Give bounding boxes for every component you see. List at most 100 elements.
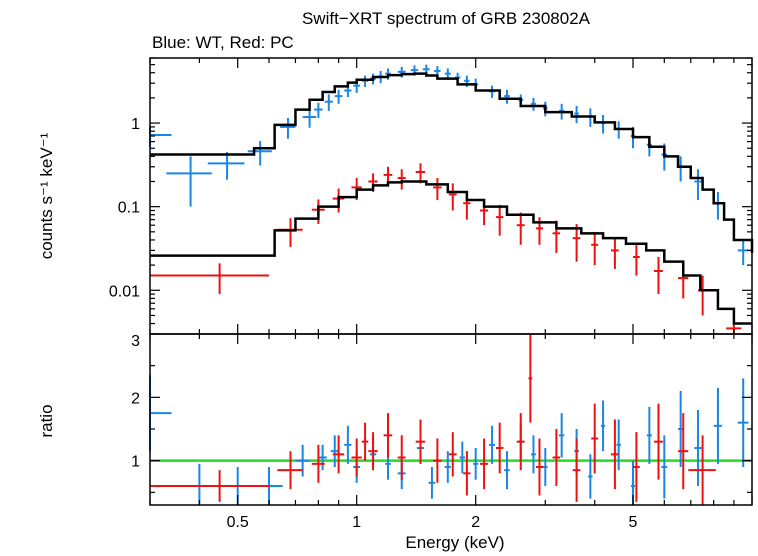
spectrum-data-point — [150, 263, 269, 295]
spectrum-panel: 0.01 0.1 1 — [109, 57, 754, 335]
spectrum-data-point — [653, 257, 663, 295]
ratio-data-point — [552, 429, 561, 486]
ratio-data-point — [330, 435, 339, 467]
ratio-data-point — [601, 400, 606, 452]
ratio-data-point — [530, 435, 536, 474]
spectrum-series-pc — [150, 163, 742, 334]
ratio-data-point — [459, 441, 466, 474]
ratio-data-point — [277, 451, 303, 490]
spectrum-data-point — [280, 117, 296, 139]
spectrum-data-point — [334, 89, 343, 104]
ratio-data-point — [428, 467, 436, 499]
ratio-data-point — [591, 403, 599, 474]
spectrum-data-point — [574, 105, 579, 124]
x-tick-label: 2 — [471, 514, 480, 531]
ratio-data-point — [368, 432, 378, 471]
spectrum-data-point — [415, 163, 426, 184]
spectrum-y-tick-label: 0.01 — [109, 283, 140, 300]
spectrum-data-point — [302, 108, 317, 128]
ratio-data-point — [433, 438, 442, 483]
ratio-frame — [149, 333, 753, 506]
ratio-data-point — [463, 451, 471, 496]
x-tick-label: 5 — [629, 514, 638, 531]
spectrum-data-point — [488, 85, 496, 98]
ratio-data-point — [448, 432, 457, 477]
spectrum-data-point — [504, 89, 510, 104]
ratio-data-point — [504, 451, 510, 490]
ratio-data-point — [295, 444, 310, 477]
ratio-data-point — [397, 435, 406, 480]
ratio-y-tick-label: 2 — [131, 390, 140, 407]
spectrum-data-point — [530, 97, 536, 111]
ratio-data-point — [149, 375, 172, 452]
ratio-series-pc — [150, 334, 716, 505]
ratio-data-point — [688, 435, 716, 505]
ratio-data-point — [332, 435, 345, 474]
spectrum-data-point — [694, 169, 702, 201]
spectrum-series-wt — [149, 64, 749, 266]
ratio-data-point — [415, 419, 426, 464]
ratio-data-point — [559, 413, 565, 458]
spectrum-data-point — [207, 152, 245, 180]
ratio-data-point — [344, 425, 352, 464]
spectrum-data-point — [572, 224, 581, 262]
chart-title: Swift−XRT spectrum of GRB 230802A — [302, 9, 591, 28]
ratio-data-point — [616, 419, 621, 471]
ratio-data-point — [542, 448, 548, 486]
ratio-y-axis-label: ratio — [37, 404, 56, 437]
ratio-data-point — [488, 425, 496, 464]
chart-subtitle: Blue: WT, Red: PC — [152, 33, 294, 52]
spectrum-data-point — [324, 94, 333, 111]
ratio-data-point — [495, 422, 504, 474]
ratio-data-point — [150, 470, 269, 502]
ratio-data-point — [171, 463, 224, 505]
spectrum-data-point — [247, 141, 272, 166]
spectrum-data-point — [516, 212, 525, 245]
ratio-data-point — [661, 435, 668, 499]
ratio-data-point — [646, 406, 652, 464]
ratio-data-point — [694, 410, 702, 486]
ratio-data-point — [678, 413, 689, 490]
ratio-data-point — [479, 438, 489, 490]
ratio-data-point — [351, 438, 362, 477]
spectrum-data-point — [633, 244, 640, 276]
spectrum-model-line — [150, 180, 752, 325]
ratio-data-point — [444, 451, 451, 483]
spectrum-y-axis-label: counts s⁻¹ keV⁻¹ — [37, 132, 56, 259]
ratio-y-tick-label: 1 — [131, 454, 140, 471]
x-axis-label: Energy (keV) — [405, 533, 504, 552]
spectrum-data-point — [713, 191, 723, 220]
spectrum-frame — [149, 57, 753, 335]
ratio-data-point — [611, 419, 619, 490]
ratio-top-tick-label: 3 — [131, 333, 140, 350]
spectrum-data-point — [397, 169, 406, 190]
ratio-panel: 1 2 0.5 1 2 5 — [131, 333, 753, 531]
x-tick-label: 1 — [352, 514, 361, 531]
x-tick-label: 0.5 — [227, 514, 249, 531]
ratio-data-point — [473, 448, 479, 480]
ratio-data-point — [633, 432, 640, 502]
ratio-data-point — [311, 444, 325, 483]
ratio-data-point — [318, 444, 327, 471]
spectrum-data-point — [277, 218, 303, 247]
spectrum-data-point — [166, 156, 212, 207]
ratio-data-point — [713, 387, 723, 464]
ratio-data-point — [528, 334, 533, 423]
spectrum-data-point — [314, 102, 323, 118]
spectrum-data-point — [591, 231, 599, 266]
ratio-data-point — [383, 413, 393, 458]
spectrum-data-point — [448, 183, 457, 211]
ratio-data-point — [588, 454, 593, 499]
ratio-data-point — [516, 413, 525, 471]
spectrum-data-point — [601, 114, 606, 134]
spectrum-data-point — [361, 75, 369, 87]
ratio-data-point — [572, 438, 581, 502]
spectrum-data-point — [737, 239, 749, 266]
spectrum-data-point — [495, 204, 504, 236]
spectrum-model-line — [150, 72, 754, 253]
spectrum-y-tick-label: 0.1 — [118, 200, 140, 217]
spectrum-data-point — [433, 178, 442, 201]
ratio-data-point — [653, 403, 663, 480]
ratio-data-point — [535, 438, 543, 496]
